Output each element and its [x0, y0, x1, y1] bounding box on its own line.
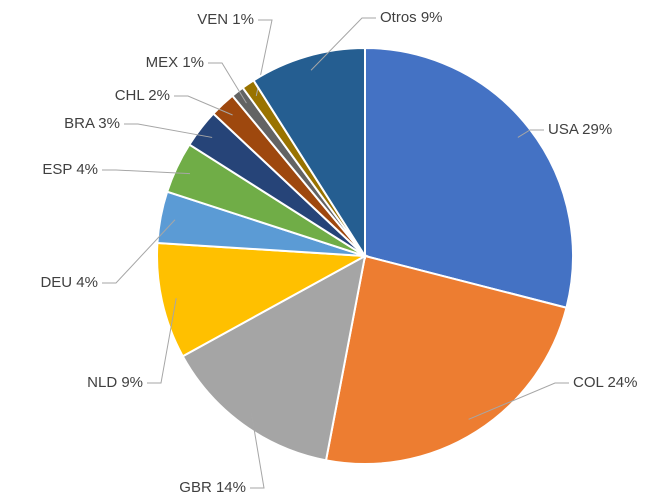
leader-line [310, 17, 376, 71]
data-label: NLD 9% [87, 374, 143, 391]
data-label: MEX 1% [146, 54, 204, 71]
leader-line [102, 219, 176, 284]
data-label: DEU 4% [40, 274, 98, 291]
leader-line [250, 412, 265, 489]
leader-line [255, 19, 273, 97]
pie-slice [364, 46, 574, 309]
leader-line [124, 123, 213, 138]
data-label: USA 29% [548, 121, 612, 138]
data-label: BRA 3% [64, 115, 120, 132]
leader-line [102, 169, 190, 175]
pie-slice [324, 254, 568, 465]
leader-line [208, 62, 247, 104]
data-label: VEN 1% [197, 11, 254, 28]
pie-slice [156, 241, 369, 358]
leader-line [174, 95, 233, 116]
data-label: CHL 2% [115, 87, 170, 104]
pie-slice [252, 46, 366, 260]
pie-slice [181, 254, 367, 462]
leader-line [517, 129, 544, 138]
leader-line [147, 298, 177, 384]
leader-line [468, 382, 569, 420]
data-label: Otros 9% [380, 9, 443, 26]
data-label: GBR 14% [179, 479, 246, 496]
data-label: COL 24% [573, 374, 637, 391]
data-label: ESP 4% [42, 161, 98, 178]
